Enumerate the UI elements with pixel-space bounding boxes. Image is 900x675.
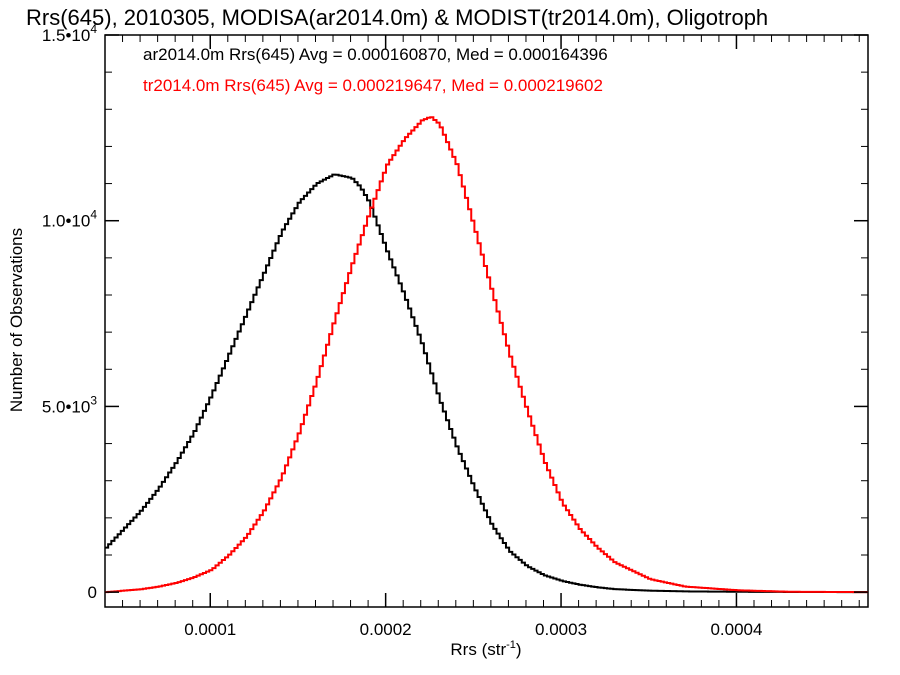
annotations: ar2014.0m Rrs(645) Avg = 0.000160870, Me… [143,45,608,95]
plot-area: 0.0001 0.0002 0.0003 0.0004 0 5.0•103 1.0•104… [42,22,869,639]
y-axis-label: Number of Observations [7,228,26,412]
x-tick-label: 0.0003 [535,620,587,639]
x-axis-label: Rrs (str-1) [450,639,521,659]
x-tick-label: 0.0002 [360,620,412,639]
y-tick-label: 0 [88,583,97,602]
series-layer [105,116,868,594]
annotation-ar: ar2014.0m Rrs(645) Avg = 0.000160870, Me… [143,45,608,64]
y-tick-label: 5.0•103 [42,393,98,416]
plot-frame [104,34,869,608]
x-tick-label: 0.0004 [710,620,762,639]
x-axis-ticks: 0.0001 0.0002 0.0003 0.0004 [122,35,860,639]
x-tick-label: 0.0001 [184,620,236,639]
y-tick-label: 1.0•104 [42,208,98,231]
y-axis-ticks: 0 5.0•103 1.0•104 1.5•104 [42,22,868,602]
chart-title: Rrs(645), 2010305, MODISA(ar2014.0m) & M… [26,5,768,30]
series-line-0 [105,173,868,594]
y-tick-label: 1.5•104 [42,22,98,45]
series-line-1 [105,116,868,594]
annotation-tr: tr2014.0m Rrs(645) Avg = 0.000219647, Me… [143,76,603,95]
